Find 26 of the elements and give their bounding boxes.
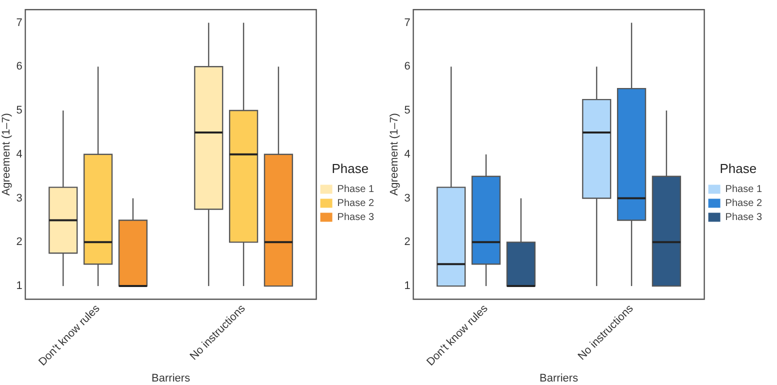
y-tick-label: 4: [16, 148, 22, 160]
legend-label: Phase 1: [337, 184, 374, 196]
y-tick-label: 2: [404, 236, 410, 248]
y-axis-title: Agreement (1–7): [0, 113, 13, 196]
y-tick-label: 4: [404, 148, 410, 160]
y-tick-label: 1: [404, 280, 410, 292]
legend-title: Phase: [720, 160, 757, 176]
legend-title: Phase: [332, 160, 369, 176]
y-tick-label: 5: [404, 104, 410, 117]
y-tick-label: 3: [404, 192, 410, 204]
y-axis-title: Agreement (1–7): [388, 113, 401, 196]
y-tick-label: 2: [16, 236, 22, 248]
x-axis-title: Barriers: [152, 372, 191, 384]
legend-label: Phase 3: [725, 212, 762, 224]
y-tick-label: 1: [16, 280, 22, 292]
legend-label: Phase 1: [725, 184, 762, 196]
legend-label: Phase 2: [337, 198, 374, 210]
x-axis-title: Barriers: [540, 372, 579, 384]
legend-label: Phase 3: [337, 212, 374, 224]
y-tick-label: 7: [16, 16, 22, 29]
y-tick-label: 5: [16, 104, 22, 117]
y-tick-label: 6: [404, 60, 410, 73]
y-tick-label: 6: [16, 60, 22, 73]
y-tick-label: 3: [16, 192, 22, 204]
y-tick-label: 7: [404, 16, 410, 29]
legend-label: Phase 2: [725, 198, 762, 210]
